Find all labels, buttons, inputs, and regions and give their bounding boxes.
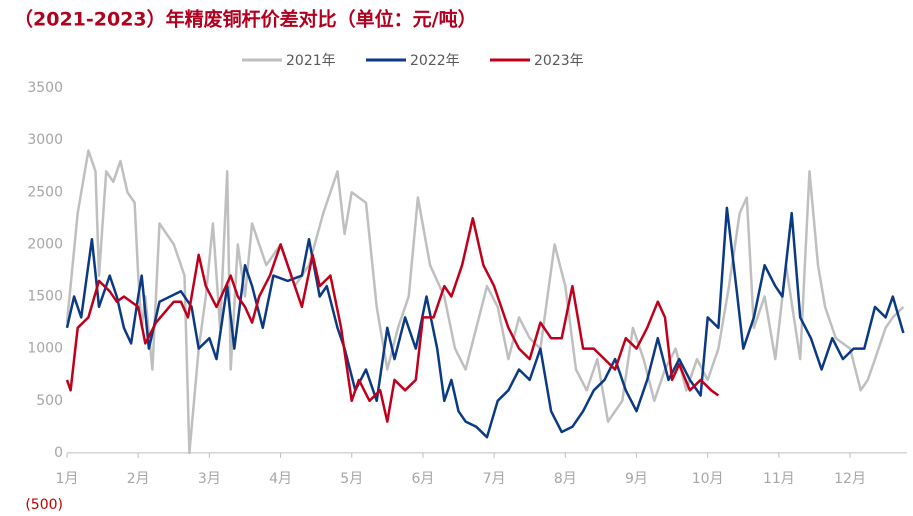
x-tick-label: 6月: [411, 471, 434, 487]
x-tick-label: 11月: [763, 471, 795, 487]
x-tick-label: 3月: [198, 471, 221, 487]
x-tick-label: 10月: [692, 471, 724, 487]
y-tick-label: 2500: [27, 184, 63, 200]
x-tick-label: 7月: [483, 471, 506, 487]
series-line: [65, 217, 720, 423]
x-tick-label: 5月: [340, 471, 363, 487]
chart-title: （2021-2023）年精废铜杆价差对比（单位：元/吨）: [14, 8, 477, 31]
y-tick-label: 2000: [27, 236, 63, 252]
y-tick-label: 1000: [27, 341, 63, 357]
series-line: [65, 149, 905, 455]
y-tick-label: 3500: [27, 80, 63, 96]
legend-label: 2021年: [286, 53, 336, 69]
y-tick-label: 0: [54, 445, 63, 461]
x-tick-label: 12月: [834, 471, 866, 487]
series-line: [65, 206, 905, 439]
y-tick-label: 500: [36, 393, 63, 409]
y-tick-label: (500): [25, 497, 63, 513]
legend-label: 2023年: [534, 53, 584, 69]
x-tick-label: 8月: [554, 471, 577, 487]
x-tick-label: 4月: [269, 471, 292, 487]
y-tick-label: 1500: [27, 289, 63, 305]
legend-label: 2022年: [410, 53, 460, 69]
x-tick-label: 1月: [56, 471, 79, 487]
x-tick-label: 2月: [127, 471, 150, 487]
y-tick-label: 3000: [27, 132, 63, 148]
x-tick-label: 9月: [625, 471, 648, 487]
